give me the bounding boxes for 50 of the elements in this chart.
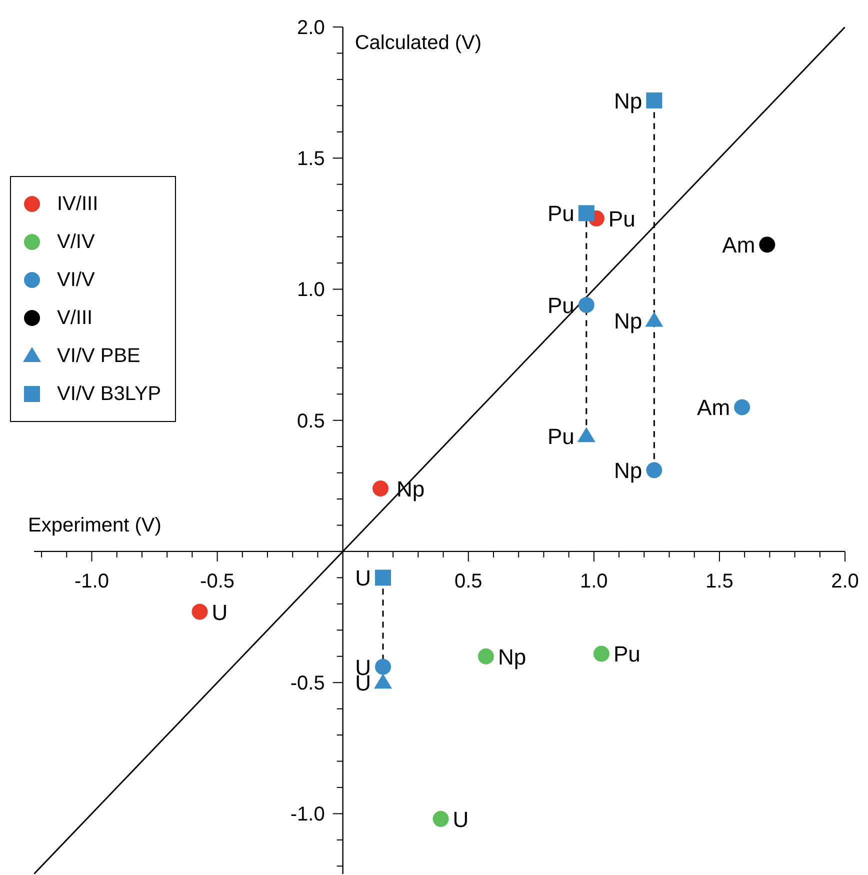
annotation: Am [722,232,756,258]
point [375,658,392,675]
x-tick-label: 1.0 [580,570,608,592]
legend-label: V/IV [57,230,95,254]
annotation: Np [614,458,642,484]
annotation: Pu [608,206,636,232]
legend-label: VI/V B3LYP [57,382,162,406]
y-tick-label: 1.5 [297,148,325,170]
annotation: Am [697,395,730,420]
point [375,570,392,586]
annotation: U [212,600,228,625]
point [577,427,596,442]
x-tick-label: -0.5 [200,570,235,592]
annotation: Np [498,644,526,670]
legend-label: VI/V [57,268,95,292]
annotation: Np [614,308,642,334]
legend-label: VI/V PBE [57,344,140,368]
annotation: U [355,566,372,591]
annotation: Pu [547,201,574,226]
point [374,674,392,689]
point [578,205,594,222]
point [578,296,594,313]
y-tick-label: 2.0 [297,17,325,39]
annotation: Pu [547,292,574,318]
annotation: Pu [547,424,574,450]
y-tick-label: -1.0 [290,804,325,826]
point [192,604,208,620]
annotation: U [452,806,469,832]
annotation: Pu [613,642,640,667]
x-tick-label: -1.0 [74,570,109,592]
point [646,462,662,478]
y-tick-label: 0.5 [297,410,325,432]
annotation: Np [614,88,642,114]
legend-label: V/III [57,306,93,330]
point [759,236,776,253]
point [432,810,449,827]
x-tick-label: 1.5 [706,570,734,592]
y-tick-label: 1.0 [297,279,325,302]
point [372,480,388,497]
x-tick-label: 2.0 [831,570,859,592]
point [593,646,610,662]
y-axis-title: Calculated (V) [354,32,482,54]
legend-label: IV/III [57,192,98,216]
point [645,312,664,327]
x-tick-label: 0.5 [454,570,482,592]
x-axis-title: Experiment (V) [28,514,162,536]
point [734,399,750,416]
point [646,92,662,108]
y-tick-label: -0.5 [290,672,325,695]
point [478,648,494,664]
